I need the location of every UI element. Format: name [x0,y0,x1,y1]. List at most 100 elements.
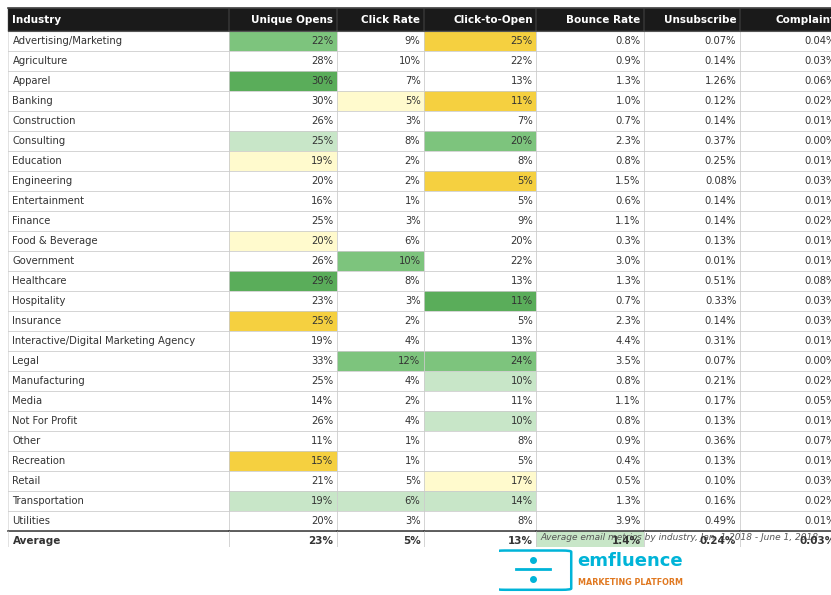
Text: 5%: 5% [517,176,533,186]
FancyBboxPatch shape [495,550,571,590]
Text: 0.13%: 0.13% [705,236,736,246]
Bar [536,471,644,491]
Bar [337,91,424,111]
Bar [337,491,424,511]
Text: 0.03%: 0.03% [804,296,831,306]
Bar [337,251,424,271]
Text: 0.06%: 0.06% [804,76,831,86]
Text: 5%: 5% [517,316,533,326]
Bar [740,51,831,71]
Bar [644,251,740,271]
Text: 25%: 25% [311,376,333,386]
Text: 15%: 15% [311,456,333,466]
Bar [740,371,831,391]
Bar [644,331,740,351]
Text: Media: Media [12,396,42,406]
Bar [536,131,644,151]
Bar [337,411,424,431]
Text: 28%: 28% [312,56,333,66]
Text: 25%: 25% [311,216,333,226]
Text: 13%: 13% [511,76,533,86]
Text: emfluence: emfluence [578,552,683,570]
Text: 0.25%: 0.25% [705,156,736,166]
Text: Average: Average [12,536,61,546]
Bar [229,271,337,291]
Bar [644,511,740,531]
Bar [229,411,337,431]
Bar [229,371,337,391]
Text: Advertising/Marketing: Advertising/Marketing [12,36,123,46]
Text: 33%: 33% [312,356,333,366]
Text: 1.3%: 1.3% [616,76,641,86]
Text: Entertainment: Entertainment [12,196,85,206]
Bar [740,331,831,351]
Bar [8,391,229,411]
Bar [8,351,229,371]
Bar [424,311,536,331]
Text: 3%: 3% [405,516,420,526]
Text: 0.01%: 0.01% [804,336,831,346]
Bar [740,71,831,91]
Text: 0.01%: 0.01% [804,416,831,426]
Bar [644,151,740,171]
Bar [337,431,424,451]
Text: 1.5%: 1.5% [615,176,641,186]
Bar [8,471,229,491]
Bar [337,331,424,351]
Bar [644,171,740,191]
Bar [229,191,337,211]
Bar [424,351,536,371]
Bar [337,111,424,131]
Bar [229,471,337,491]
Text: 26%: 26% [311,116,333,126]
Bar [337,151,424,171]
Text: 0.04%: 0.04% [804,36,831,46]
Bar [424,431,536,451]
Text: Agriculture: Agriculture [12,56,67,66]
Text: 0.01%: 0.01% [804,456,831,466]
Text: 1.26%: 1.26% [705,76,736,86]
Bar [229,491,337,511]
Bar [740,231,831,251]
Bar [8,431,229,451]
Text: 24%: 24% [511,356,533,366]
Text: 1.1%: 1.1% [615,216,641,226]
Bar [424,131,536,151]
Text: 8%: 8% [517,436,533,446]
Text: 3%: 3% [405,296,420,306]
Text: 0.49%: 0.49% [705,516,736,526]
Text: 19%: 19% [311,156,333,166]
Text: 2%: 2% [405,316,420,326]
Bar [337,531,424,550]
Bar [8,411,229,431]
Bar [229,251,337,271]
Bar [644,311,740,331]
Bar [229,351,337,371]
Bar [229,311,337,331]
Text: 0.14%: 0.14% [705,216,736,226]
Bar [424,331,536,351]
Bar [424,511,536,531]
Text: 4%: 4% [405,376,420,386]
Text: 0.6%: 0.6% [616,196,641,206]
Text: 0.9%: 0.9% [616,56,641,66]
Text: Government: Government [12,256,75,266]
Bar [644,8,740,31]
Bar [536,51,644,71]
Text: Apparel: Apparel [12,76,51,86]
Bar [740,91,831,111]
Text: 3.5%: 3.5% [616,356,641,366]
Bar [424,391,536,411]
Bar [644,271,740,291]
Text: Healthcare: Healthcare [12,276,67,286]
Text: Not For Profit: Not For Profit [12,416,78,426]
Text: 5%: 5% [517,456,533,466]
Bar [424,491,536,511]
Text: 14%: 14% [312,396,333,406]
Bar [229,8,337,31]
Bar [337,231,424,251]
Text: 0.02%: 0.02% [804,96,831,106]
Text: 7%: 7% [405,76,420,86]
Text: 0.10%: 0.10% [705,476,736,486]
Bar [424,231,536,251]
